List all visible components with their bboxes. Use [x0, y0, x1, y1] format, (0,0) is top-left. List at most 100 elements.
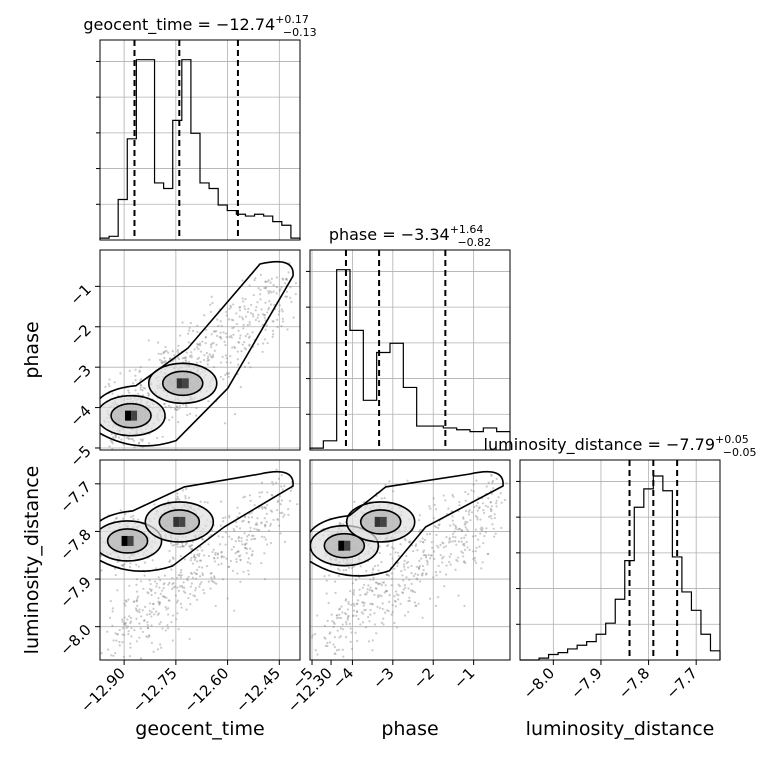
- sample-point: [368, 588, 371, 592]
- sample-point: [439, 570, 442, 574]
- sample-point: [127, 633, 130, 636]
- sample-point: [207, 355, 210, 358]
- sample-point: [466, 529, 470, 532]
- sample-point: [125, 600, 128, 603]
- sample-point: [180, 568, 183, 572]
- sample-point: [362, 604, 365, 607]
- sample-point: [458, 527, 461, 531]
- sample-point: [138, 441, 141, 444]
- sample-point: [118, 644, 121, 647]
- sample-point: [133, 446, 136, 449]
- sample-point: [129, 620, 133, 623]
- sample-point: [323, 636, 326, 639]
- sample-point: [177, 574, 180, 577]
- sample-point: [219, 331, 222, 334]
- sample-point: [490, 473, 493, 476]
- sample-point: [363, 602, 366, 605]
- density-peak: [338, 540, 345, 551]
- sample-point: [185, 577, 189, 580]
- sample-point: [341, 628, 345, 631]
- sample-point: [176, 348, 180, 352]
- sample-point: [423, 538, 427, 542]
- title-plus: +0.05: [715, 433, 749, 446]
- sample-point: [263, 316, 266, 319]
- hist-bin: [710, 651, 720, 660]
- sample-point: [207, 580, 210, 583]
- sample-point: [377, 582, 381, 585]
- sample-point: [272, 483, 275, 486]
- sample-point: [390, 613, 393, 616]
- sample-point: [448, 560, 451, 564]
- sample-point: [250, 516, 254, 519]
- sample-point: [449, 524, 452, 527]
- sample-point: [245, 551, 248, 555]
- sample-point: [156, 613, 159, 616]
- sample-point: [239, 334, 242, 337]
- density-peak: [344, 540, 351, 551]
- sample-point: [110, 432, 113, 436]
- sample-point: [237, 550, 240, 553]
- scatter-geocent_time-phase: [100, 260, 298, 450]
- sample-point: [164, 605, 167, 609]
- sample-point: [248, 344, 251, 347]
- sample-point: [352, 602, 355, 605]
- sample-point: [111, 392, 114, 395]
- sample-point: [404, 538, 407, 542]
- sample-point: [271, 329, 275, 332]
- sample-point: [482, 508, 485, 512]
- sample-point: [333, 635, 336, 639]
- sample-point: [433, 503, 436, 506]
- hist-bin: [691, 610, 701, 660]
- sample-point: [122, 517, 125, 520]
- sample-point: [280, 325, 283, 328]
- sample-point: [163, 596, 166, 599]
- hist-bin: [155, 183, 164, 240]
- sample-point: [393, 595, 396, 598]
- sample-point: [167, 404, 171, 407]
- sample-point: [338, 521, 341, 525]
- sample-point: [143, 561, 147, 564]
- sample-point: [365, 569, 368, 573]
- sample-point: [460, 528, 463, 532]
- panel-2d-geocent_time-phase: [99, 249, 301, 451]
- sample-point: [159, 643, 162, 646]
- sample-point: [156, 648, 159, 651]
- sample-point: [139, 388, 142, 391]
- sample-point: [172, 586, 175, 589]
- sample-point: [119, 372, 122, 375]
- sample-point: [185, 541, 188, 545]
- sample-point: [162, 351, 165, 354]
- sample-point: [405, 554, 408, 558]
- sample-point: [464, 526, 467, 529]
- axis-label-x-luminosity_distance: luminosity_distance: [526, 718, 715, 740]
- sample-point: [192, 594, 195, 597]
- sample-point: [277, 499, 280, 502]
- sample-point: [500, 501, 503, 504]
- hist-bin: [606, 623, 616, 660]
- sample-point: [361, 586, 364, 589]
- sample-point: [278, 304, 281, 307]
- sample-point: [111, 442, 114, 445]
- title-plus: +1.64: [450, 223, 484, 236]
- density-peak: [121, 535, 128, 546]
- sample-point: [412, 574, 415, 578]
- sample-point: [338, 607, 341, 610]
- axis-label-x-geocent_time: geocent_time: [135, 718, 264, 740]
- sample-point: [418, 565, 421, 568]
- sample-point: [277, 313, 280, 316]
- sample-point: [176, 599, 179, 602]
- sample-point: [355, 610, 359, 613]
- sample-point: [246, 535, 249, 538]
- sample-point: [233, 413, 237, 416]
- sample-point: [374, 581, 377, 584]
- xtick-label: −1: [450, 664, 478, 692]
- sample-point: [283, 540, 287, 543]
- sample-point: [456, 560, 459, 563]
- sample-point: [251, 313, 255, 316]
- sample-point: [408, 599, 411, 602]
- sample-point: [171, 614, 175, 617]
- sample-point: [220, 324, 223, 328]
- sample-point: [417, 519, 421, 522]
- sample-point: [174, 407, 177, 411]
- sample-point: [154, 580, 157, 583]
